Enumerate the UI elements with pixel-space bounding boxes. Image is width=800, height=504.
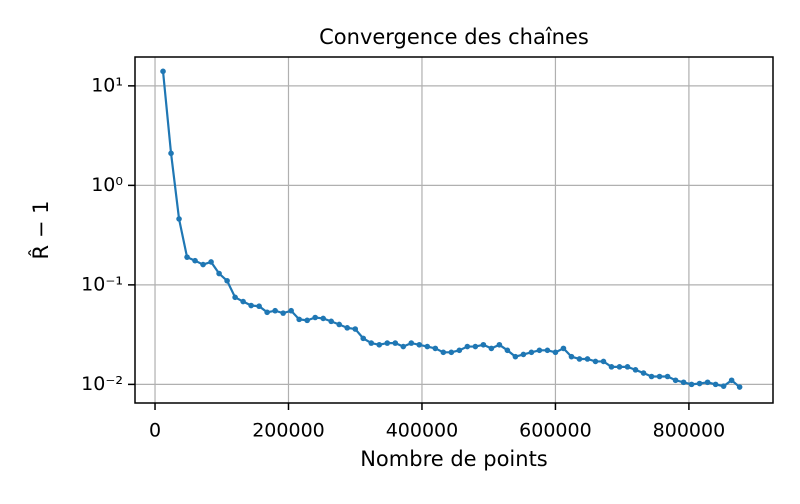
- point: [480, 341, 487, 348]
- point: [368, 340, 375, 346]
- x-tick-label: 200000: [252, 420, 325, 442]
- point: [160, 68, 166, 75]
- point: [312, 314, 318, 321]
- point: [424, 343, 431, 350]
- point: [584, 356, 591, 362]
- point: [504, 347, 511, 354]
- point: [696, 380, 703, 387]
- x-axis-label: Nombre de points: [360, 447, 548, 471]
- point: [232, 294, 238, 301]
- point: [248, 302, 254, 309]
- plot-frame: [134, 56, 774, 404]
- point: [240, 298, 246, 305]
- series-line: [161, 71, 741, 388]
- point: [624, 364, 631, 370]
- point: [192, 257, 198, 264]
- point: [288, 307, 294, 314]
- point: [640, 370, 647, 376]
- point: [512, 353, 519, 360]
- point: [632, 367, 639, 373]
- point: [456, 347, 463, 354]
- point: [320, 315, 326, 322]
- point: [568, 353, 575, 360]
- point: [384, 340, 391, 346]
- point: [712, 381, 719, 388]
- point: [736, 384, 743, 390]
- point: [432, 345, 439, 352]
- point: [472, 343, 479, 350]
- point: [592, 358, 599, 365]
- y-tick-label: 10¹: [91, 74, 123, 96]
- point: [672, 377, 679, 384]
- point: [616, 364, 623, 370]
- point: [352, 326, 359, 332]
- point: [496, 341, 503, 348]
- point: [168, 150, 174, 157]
- point: [208, 259, 214, 265]
- point: [600, 358, 607, 365]
- point: [520, 351, 527, 358]
- point: [464, 343, 471, 350]
- y-tick-label: 10⁻¹: [81, 273, 123, 295]
- point: [256, 303, 262, 310]
- point: [648, 373, 655, 380]
- point: [400, 343, 407, 350]
- point: [272, 307, 278, 314]
- point: [408, 340, 415, 346]
- point: [728, 377, 735, 384]
- point: [224, 277, 230, 284]
- point: [416, 341, 423, 348]
- point: [200, 261, 206, 268]
- x-tick-label: 800000: [653, 420, 726, 442]
- point: [440, 349, 447, 356]
- point: [688, 381, 695, 388]
- x-tick-label: 400000: [386, 420, 459, 442]
- point: [264, 309, 270, 316]
- point: [344, 325, 351, 331]
- point: [552, 349, 559, 356]
- point: [560, 345, 567, 352]
- point: [576, 356, 583, 362]
- point: [280, 310, 286, 316]
- point: [720, 383, 727, 389]
- point: [328, 318, 335, 325]
- point: [656, 373, 663, 380]
- point: [528, 349, 535, 356]
- y-axis-label: R̂ − 1: [28, 201, 53, 260]
- point: [704, 379, 711, 386]
- point: [336, 321, 343, 328]
- point: [608, 364, 615, 370]
- point: [376, 341, 383, 348]
- point: [544, 347, 551, 354]
- x-tick-label: 600000: [519, 420, 592, 442]
- x-tick-label: 0: [149, 420, 161, 442]
- chart-title: Convergence des chaînes: [319, 25, 589, 49]
- y-tick-label: 10⁰: [91, 174, 123, 196]
- point: [216, 270, 222, 277]
- point: [360, 335, 367, 342]
- point: [488, 345, 495, 352]
- point: [176, 216, 182, 222]
- point: [680, 379, 687, 386]
- point: [184, 254, 190, 260]
- point: [448, 349, 455, 356]
- point: [392, 340, 399, 346]
- point: [296, 316, 302, 323]
- y-tick-label: 10⁻²: [81, 373, 123, 395]
- point: [664, 373, 671, 380]
- point: [536, 347, 543, 354]
- point: [304, 317, 310, 324]
